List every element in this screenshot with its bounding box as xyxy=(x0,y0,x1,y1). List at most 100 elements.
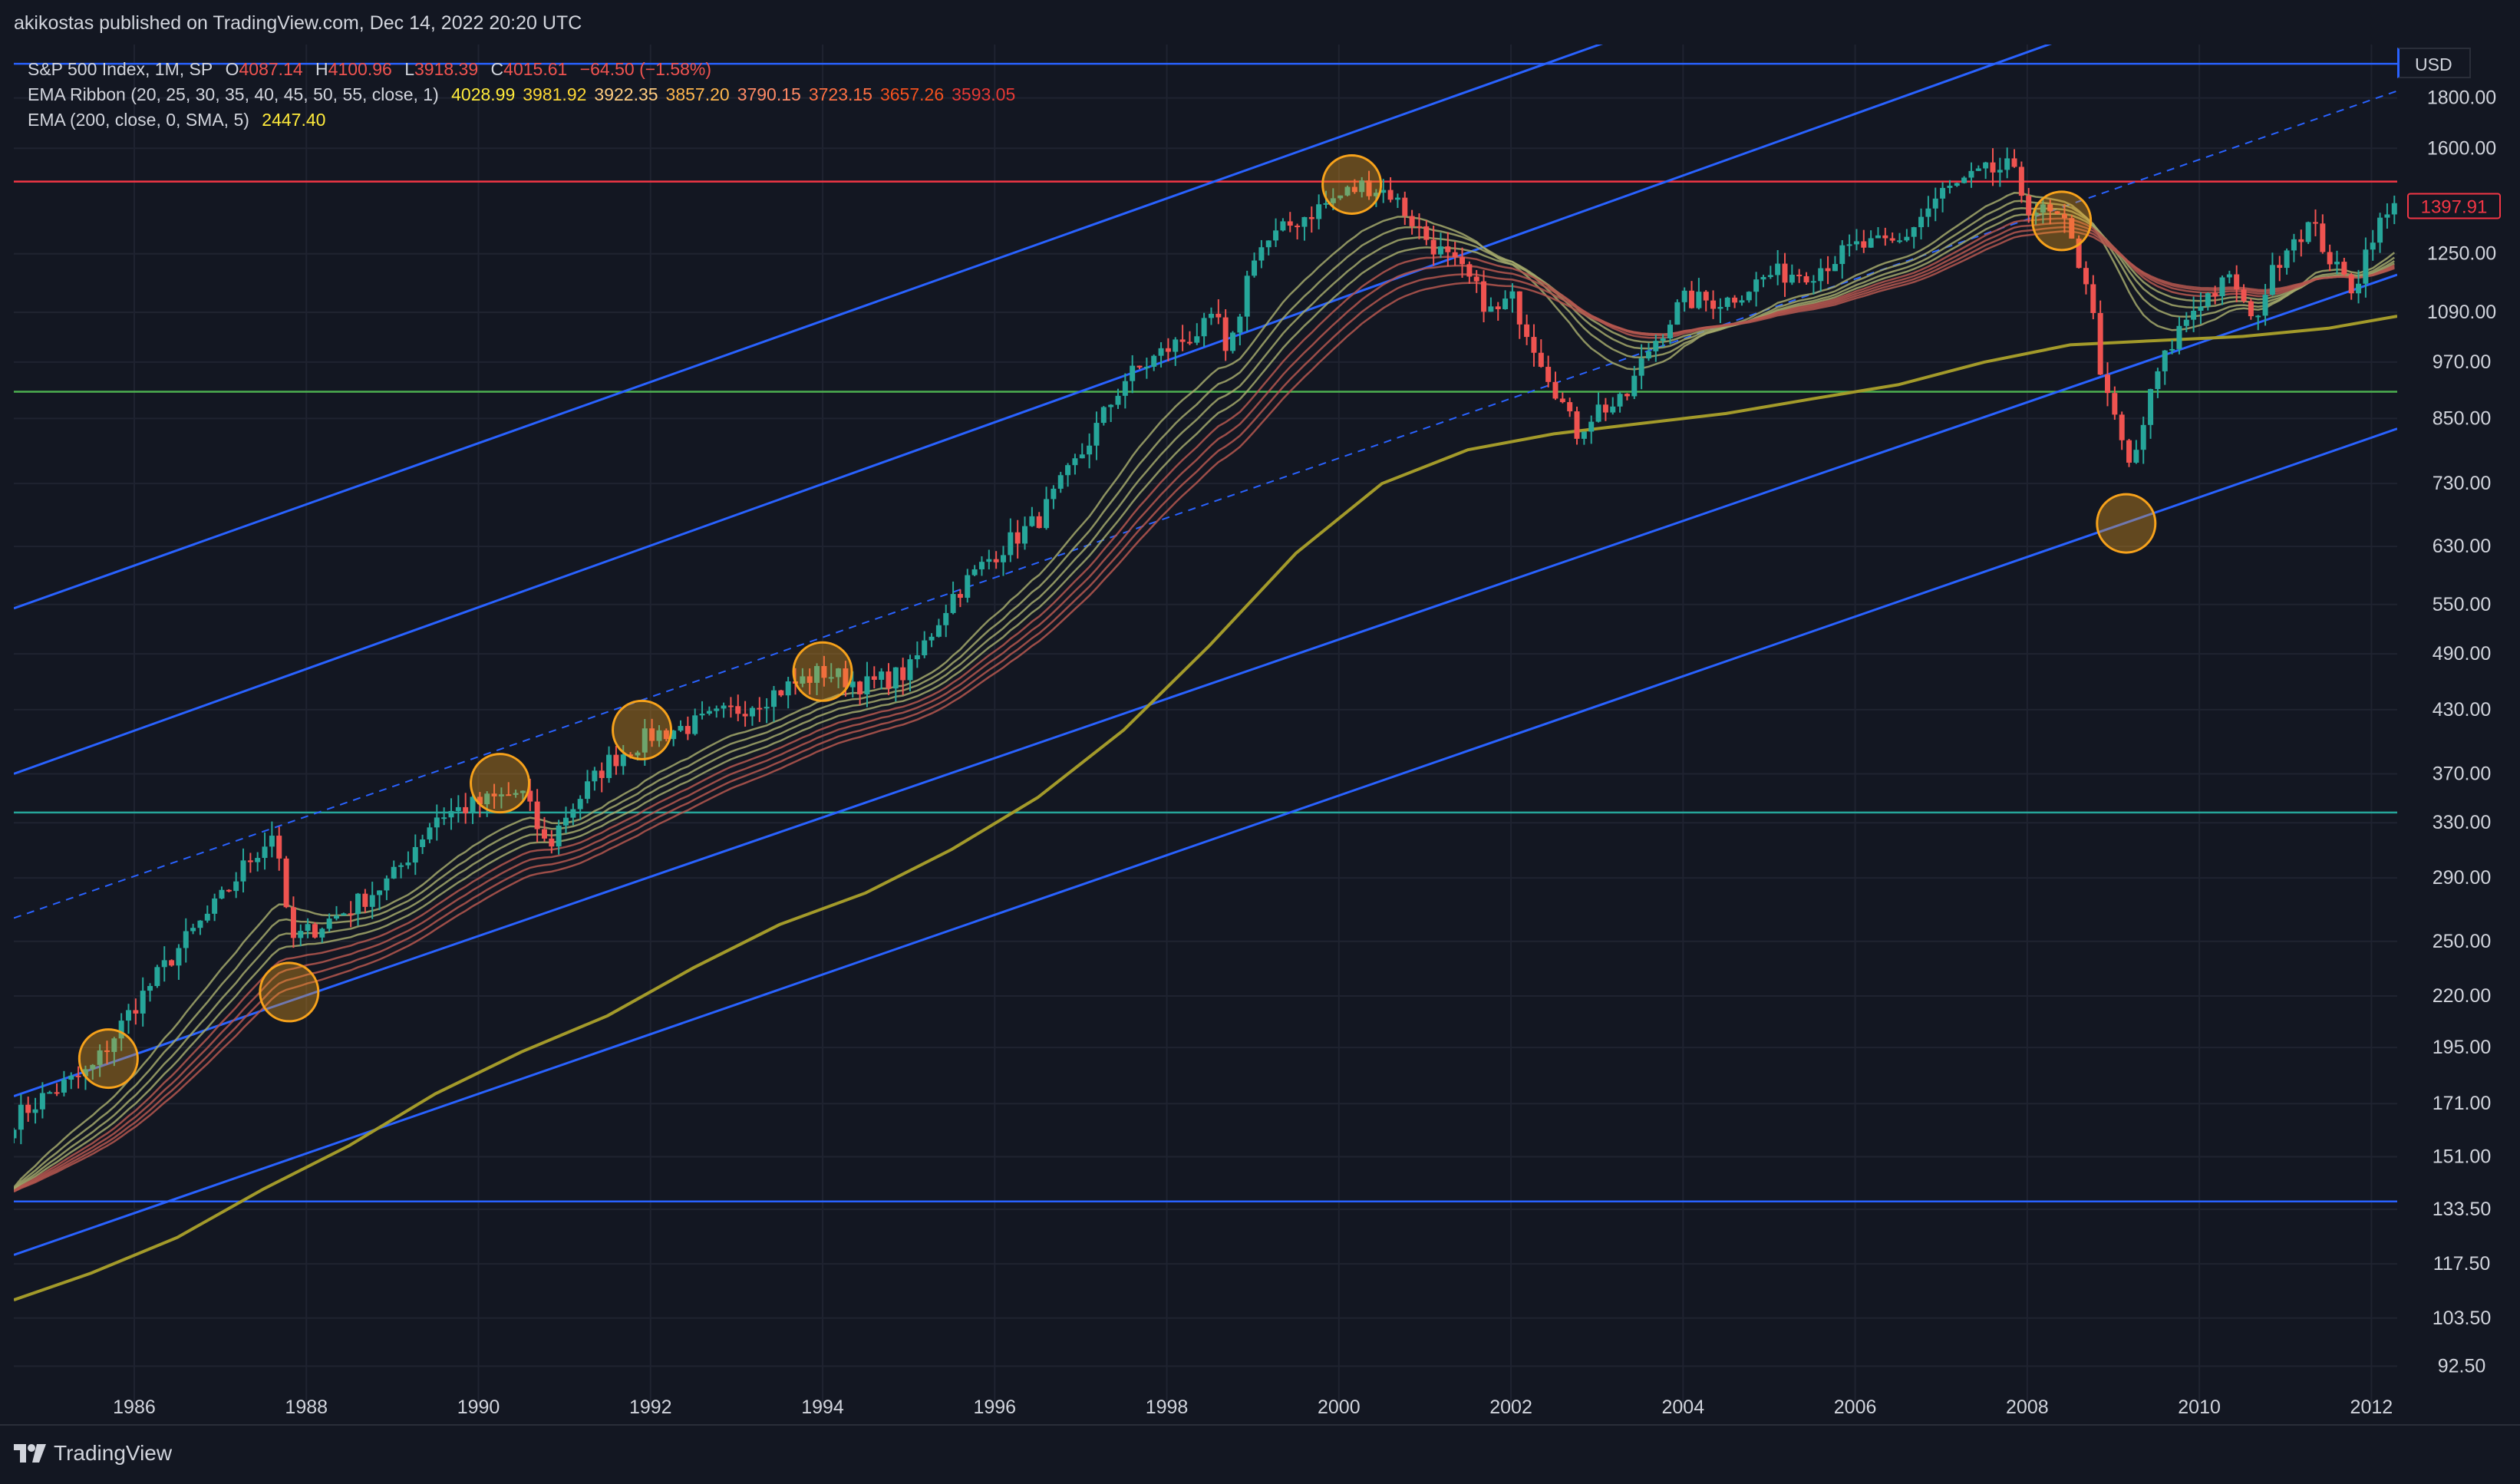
candle[interactable] xyxy=(914,641,920,668)
candle[interactable] xyxy=(1230,331,1236,354)
candle[interactable] xyxy=(1215,299,1222,325)
candle[interactable] xyxy=(506,782,512,796)
candle[interactable] xyxy=(1087,433,1093,469)
candle[interactable] xyxy=(2126,438,2132,467)
candle[interactable] xyxy=(935,618,942,638)
candle[interactable] xyxy=(534,789,540,843)
candle[interactable] xyxy=(1552,371,1559,401)
ema200-label[interactable]: EMA (200, close, 0, SMA, 5) xyxy=(28,110,249,130)
touch-circle-marker[interactable] xyxy=(2096,493,2157,554)
candle[interactable] xyxy=(1667,320,1674,345)
candle[interactable] xyxy=(570,803,576,826)
candle[interactable] xyxy=(1108,404,1114,423)
candle[interactable] xyxy=(1208,307,1214,325)
candle[interactable] xyxy=(1882,227,1888,246)
candle[interactable] xyxy=(455,795,461,823)
candle[interactable] xyxy=(183,918,189,963)
candle[interactable] xyxy=(61,1070,67,1097)
candle[interactable] xyxy=(1997,157,2003,187)
candle[interactable] xyxy=(1631,365,1638,400)
candle[interactable] xyxy=(1495,302,1501,321)
candle[interactable] xyxy=(1244,270,1250,332)
candle[interactable] xyxy=(1653,334,1659,362)
candle[interactable] xyxy=(1301,216,1308,241)
candle[interactable] xyxy=(176,944,182,980)
candle[interactable] xyxy=(778,689,784,697)
candle[interactable] xyxy=(1093,411,1100,460)
candle[interactable] xyxy=(1158,341,1164,368)
candle[interactable] xyxy=(1990,148,1996,186)
candle[interactable] xyxy=(1430,225,1436,266)
candle[interactable] xyxy=(2076,235,2082,269)
candle[interactable] xyxy=(2162,350,2168,385)
candle[interactable] xyxy=(2191,296,2197,332)
candle[interactable] xyxy=(276,826,282,871)
candle[interactable] xyxy=(1975,165,1981,171)
candle[interactable] xyxy=(1846,234,1852,257)
candle[interactable] xyxy=(2226,270,2232,284)
candle[interactable] xyxy=(290,896,296,948)
candle[interactable] xyxy=(2148,388,2154,439)
candle[interactable] xyxy=(684,716,691,740)
currency-label[interactable]: USD xyxy=(2397,48,2471,78)
candle[interactable] xyxy=(305,918,311,938)
candle[interactable] xyxy=(154,965,160,988)
touch-circle-marker[interactable] xyxy=(2031,190,2093,252)
candle[interactable] xyxy=(2248,298,2254,320)
candle[interactable] xyxy=(706,706,712,716)
touch-circle-marker[interactable] xyxy=(792,641,853,702)
candle[interactable] xyxy=(1252,252,1258,278)
candle[interactable] xyxy=(1029,506,1035,527)
ema-ribbon-line[interactable] xyxy=(14,192,2396,1189)
candle[interactable] xyxy=(2320,214,2326,254)
candle[interactable] xyxy=(993,551,999,569)
candle[interactable] xyxy=(362,889,368,913)
candle[interactable] xyxy=(133,998,139,1025)
candle[interactable] xyxy=(886,663,892,695)
candle[interactable] xyxy=(1258,239,1265,269)
candle[interactable] xyxy=(219,886,225,900)
candle[interactable] xyxy=(2140,416,2146,464)
candle[interactable] xyxy=(1940,182,1946,213)
candle[interactable] xyxy=(2298,229,2304,257)
candle[interactable] xyxy=(1044,486,1050,530)
ema-ribbon-line[interactable] xyxy=(14,222,2395,1192)
candle[interactable] xyxy=(319,927,325,943)
candle[interactable] xyxy=(1889,232,1895,243)
candle[interactable] xyxy=(1008,518,1014,562)
candle[interactable] xyxy=(1753,272,1760,307)
candle[interactable] xyxy=(1036,512,1042,529)
candle[interactable] xyxy=(1645,343,1651,361)
candle[interactable] xyxy=(1947,180,1953,194)
candle[interactable] xyxy=(54,1083,60,1097)
candle[interactable] xyxy=(1832,256,1838,272)
candle[interactable] xyxy=(663,728,669,742)
candle[interactable] xyxy=(1445,232,1451,267)
candle[interactable] xyxy=(749,706,755,726)
candle[interactable] xyxy=(1173,337,1179,366)
ema-ribbon-line[interactable] xyxy=(14,200,2396,1190)
candle[interactable] xyxy=(2133,440,2139,464)
plot-area[interactable] xyxy=(12,45,2398,1301)
ema-ribbon[interactable] xyxy=(14,192,2396,1193)
candle[interactable] xyxy=(470,792,476,824)
candle[interactable] xyxy=(836,668,842,688)
candle[interactable] xyxy=(1022,516,1028,550)
candle[interactable] xyxy=(592,767,598,791)
candle[interactable] xyxy=(727,697,734,718)
candle[interactable] xyxy=(986,549,992,570)
candle[interactable] xyxy=(369,882,375,919)
candle[interactable] xyxy=(2176,316,2182,355)
ema-ribbon-line[interactable] xyxy=(14,226,2395,1192)
candle[interactable] xyxy=(1739,295,1745,306)
candle[interactable] xyxy=(2377,213,2383,253)
candle[interactable] xyxy=(785,677,791,709)
candle[interactable] xyxy=(1660,334,1666,348)
candle[interactable] xyxy=(398,862,404,879)
candle[interactable] xyxy=(491,783,497,810)
channel-line[interactable] xyxy=(14,273,2397,1097)
candle[interactable] xyxy=(1488,297,1494,312)
candle[interactable] xyxy=(699,701,705,720)
candle[interactable] xyxy=(1954,182,1960,187)
candle[interactable] xyxy=(1079,443,1085,459)
